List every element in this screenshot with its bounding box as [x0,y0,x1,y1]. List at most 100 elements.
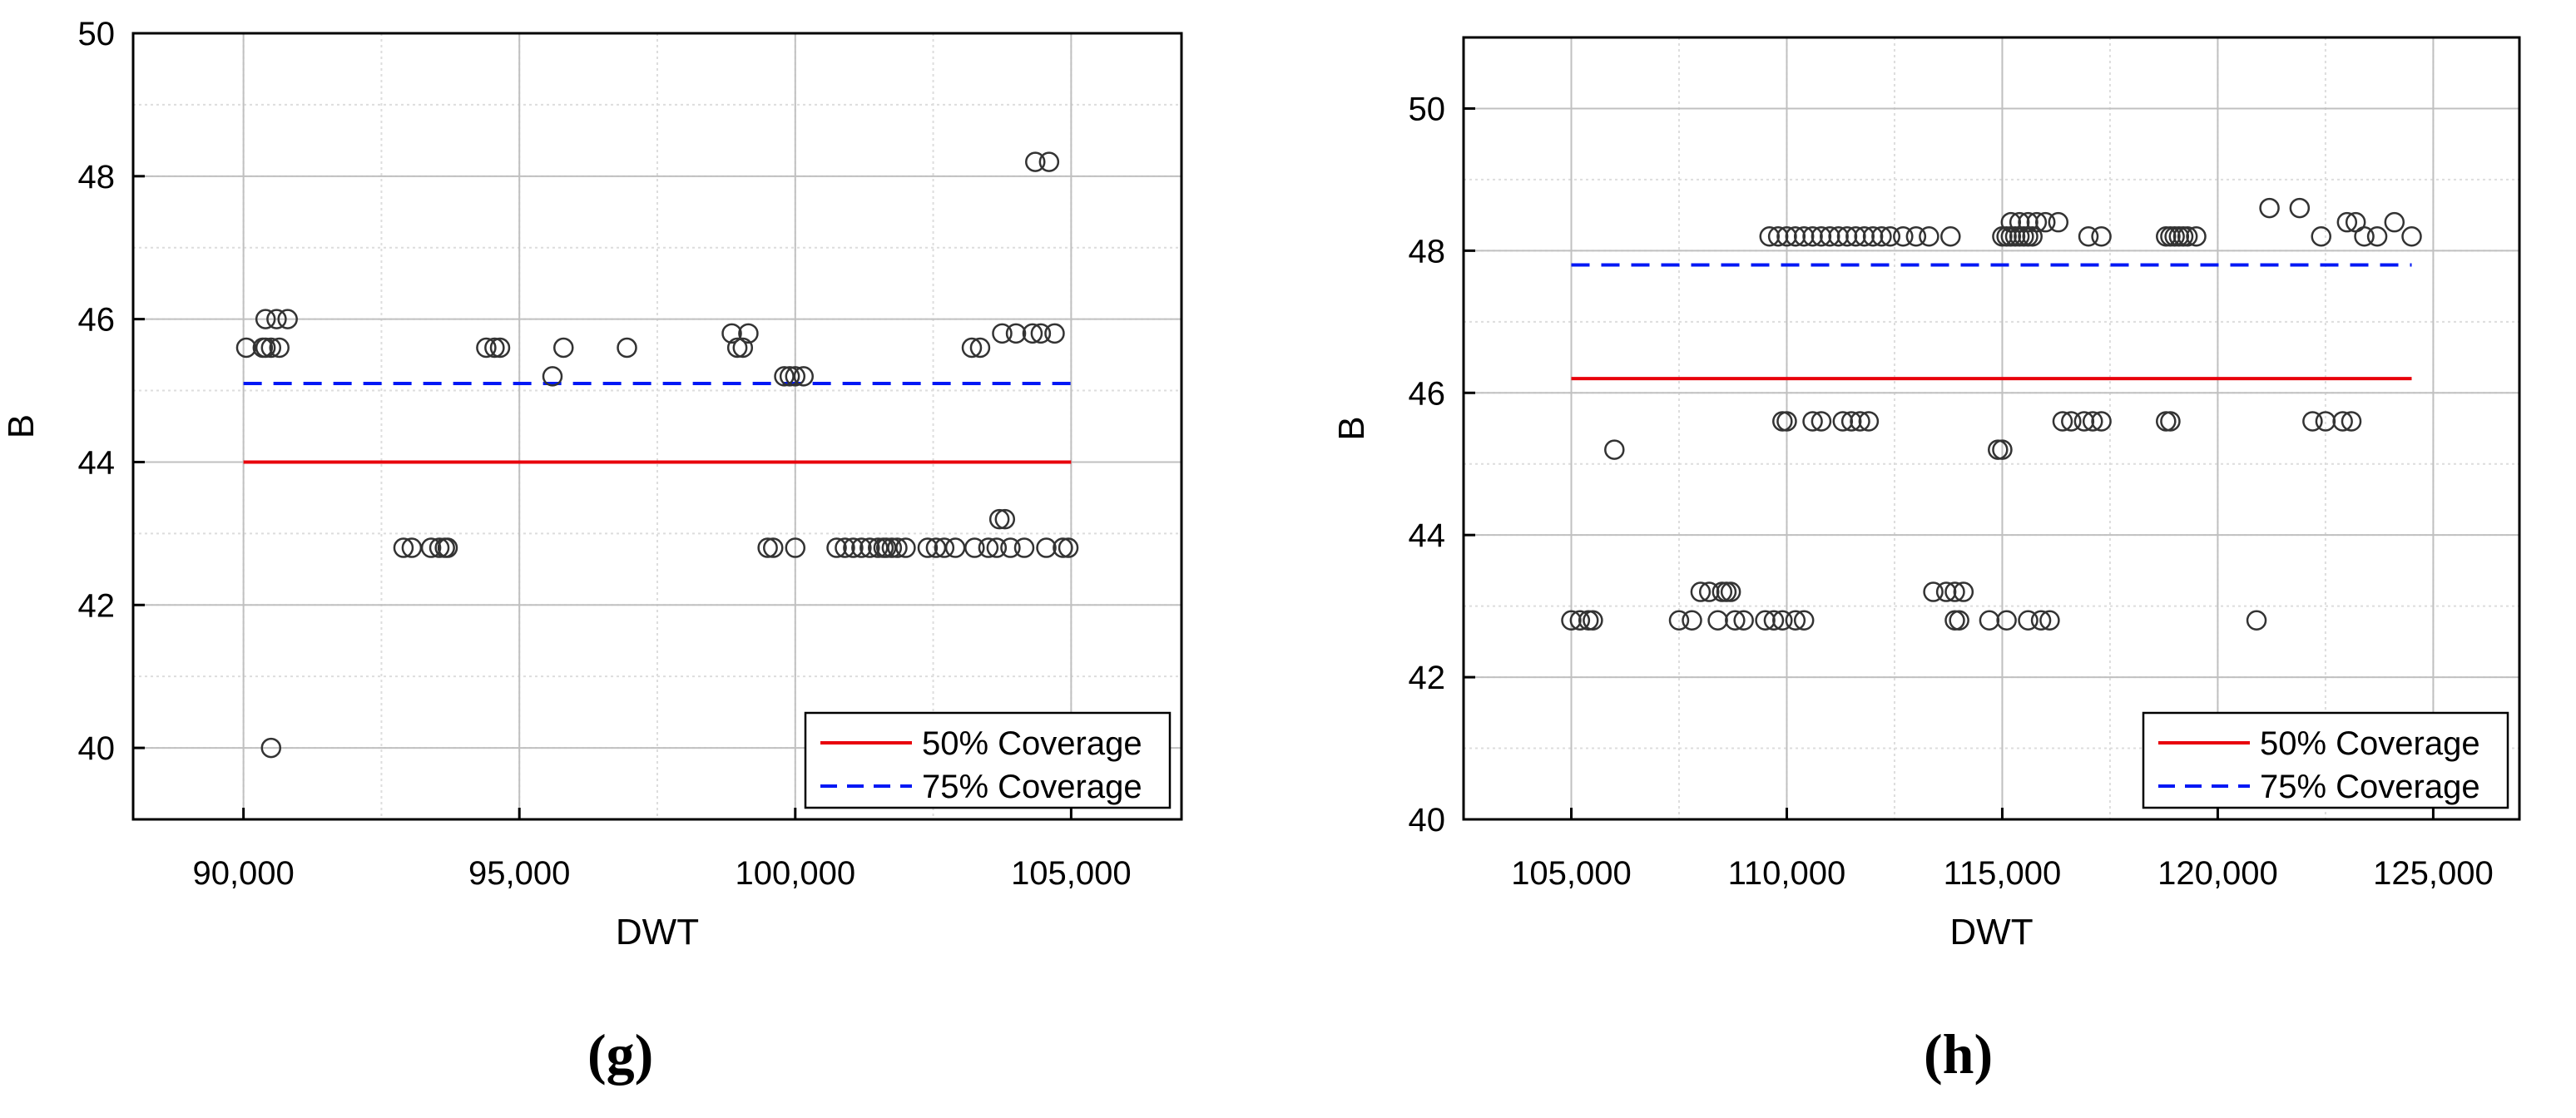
chart-h-data-point [1996,610,2017,631]
chart-h-data-point [1776,226,1797,247]
chart-h-y-tick-label: 50 [1409,91,1446,127]
chart-g-data-point [429,537,450,558]
chart-h-data-point [1569,610,1591,631]
chart-h-data-point [1828,226,1849,247]
chart-g-data-point [542,366,563,387]
chart-h-data-point [2082,411,2103,432]
chart-g-x-tick-label: 90,000 [192,855,294,892]
chart-g-legend-label: 75% Coverage [922,769,1142,805]
chart-h-data-point [1811,226,1832,247]
chart-h-data-point [2354,226,2375,247]
chart-h-data-point [1793,226,1815,247]
chart-h-data-point [1811,411,1832,432]
chart-g-data-point [260,737,282,759]
chart-h-data-point [1880,226,1901,247]
chart-g-y-axis-label: B [1,414,42,438]
chart-h-data-point [1944,581,1965,602]
chart-g-data-point [484,337,505,359]
chart-h-data-point [2018,226,2039,247]
chart-g-data-point [721,323,742,344]
chart-g-data-point [1053,537,1073,558]
chart-g-data-point [1044,323,1065,344]
chart-g-data-point [420,537,442,558]
chart-h-data-point [1733,610,1754,631]
chart-h-legend-label: 50% Coverage [2260,725,2480,762]
chart-g-data-point [757,537,778,558]
chart-h-plot-frame [1462,36,2521,821]
chart-h-data-point [1940,226,1961,247]
chart-h-data-point [1850,411,1870,432]
chart-h-data-point [2315,411,2336,432]
chart-h-data-point [1720,581,1741,602]
chart-h-data-point [2052,411,2073,432]
chart-h-x-tick-label: 110,000 [1728,855,1846,892]
chart-g-x-tick-label: 95,000 [468,855,570,892]
chart-h-data-point [2336,211,2358,233]
chart-g-data-point [986,537,1008,558]
chart-h-data-point [2259,197,2280,219]
chart-g-data-point [617,337,637,359]
chart-h-data-point [1776,411,1797,432]
chart-g-data-point [255,309,276,329]
chart-g-data-point [785,537,806,558]
chart-h-data-point [1905,226,1927,247]
chart-h-data-point [1716,581,1737,602]
chart-g-data-point [859,537,880,558]
chart-g-data-point [732,337,754,359]
chart-h-data-point [1759,226,1781,247]
chart-h-data-point [1763,610,1785,631]
chart-h-data-point [1802,226,1823,247]
chart-h-data-point [1772,610,1793,631]
chart-h-x-tick-label: 125,000 [2373,855,2494,892]
chart-h-data-point [2160,411,2181,432]
chart-h-data-point [1858,411,1880,432]
chart-h-y-tick-label: 44 [1409,517,1446,554]
chart-h-y-tick-label: 42 [1409,660,1446,696]
chart-g-data-point [1025,151,1046,172]
chart-h-data-point [1919,226,1939,247]
chart-g-data-point [763,537,784,558]
chart-h-data-point [2186,226,2207,247]
chart-g-data-point [255,337,276,359]
chart-h-data-point [1682,610,1702,631]
chart-h-data-point [2401,226,2422,247]
panel-label-g: (g) [587,1022,654,1086]
chart-h-data-point [1698,581,1720,602]
chart-g-data-point [992,323,1013,344]
chart-g-data-point [779,366,800,387]
chart-g-y-tick-label: 40 [78,730,116,767]
chart-g-data-point [826,537,847,558]
chart-g-data-point [1022,323,1043,344]
chart-h-x-tick-label: 120,000 [2157,855,2278,892]
chart-g-y-tick-label: 48 [78,159,116,195]
chart-g-plot-frame [131,32,1183,821]
chart-h-data-point [2091,411,2112,432]
chart-g-x-tick-label: 100,000 [735,855,855,892]
chart-h-data-point [2000,226,2022,247]
scatter-chart-g: 90,000 95,000 100,000 105,000 40 42 44 46 48 50 DW… [1,16,1183,952]
chart-h-data-point [2384,211,2405,233]
chart-h-y-tick-label: 46 [1409,375,1446,412]
chart-g-data-point [994,508,1016,530]
chart-h-data-point [1979,610,2000,631]
chart-h-data-point [1707,610,1728,631]
chart-g-data-point [476,337,497,359]
chart-h-x-tick-label: 115,000 [1944,855,2062,892]
chart-h-y-axis-label: B [1331,416,1372,440]
chart-h-data-point [1992,439,2013,460]
chart-g-data-point [969,337,991,359]
chart-h-data-point [2073,411,2095,432]
chart-h-data-point [2302,411,2323,432]
chart-g-data-point [887,537,908,558]
chart-h-data-point [1832,411,1854,432]
chart-h-data-point [1840,411,1862,432]
chart-h-data-point [1725,610,1746,631]
chart-g-data-point [944,537,966,558]
chart-h-data-point [1802,411,1823,432]
chart-h-data-point [1893,226,1914,247]
chart-h-data-point [1854,226,1875,247]
chart-g-y-tick-label: 44 [78,444,116,481]
chart-h-legend-box [2142,711,2509,809]
chart-g-data-point [277,309,298,329]
chart-h-data-point [1935,581,1957,602]
